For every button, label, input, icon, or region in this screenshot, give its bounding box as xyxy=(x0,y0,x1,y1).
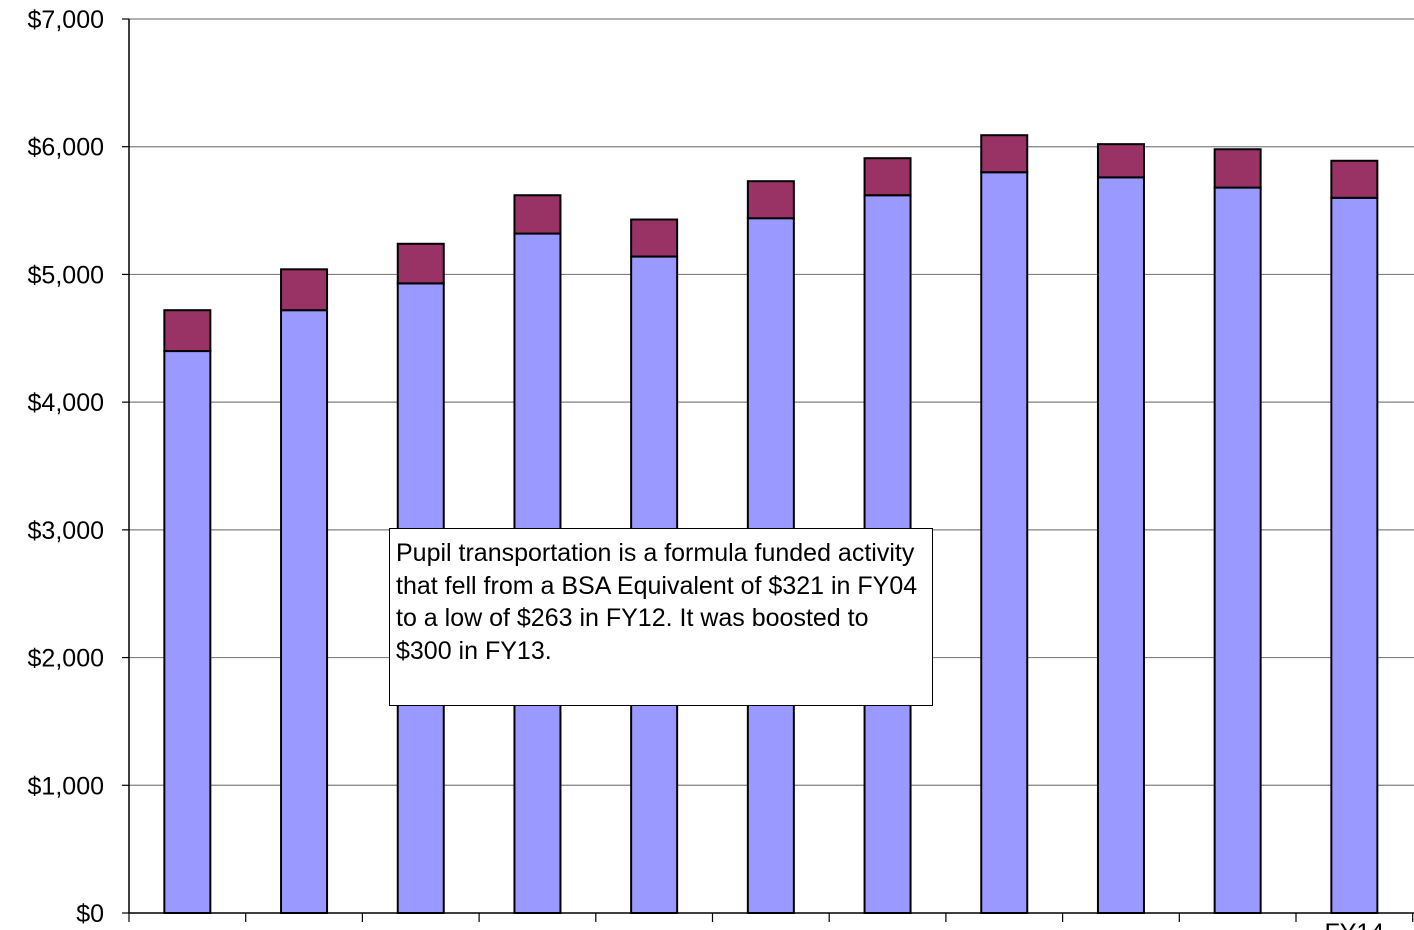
annotation-text-box: Pupil transportation is a formula funded… xyxy=(389,528,933,706)
x-tick-label: FY14 xyxy=(1324,919,1384,930)
bar-base-segment xyxy=(1096,176,1145,914)
bar-top-segment xyxy=(280,268,329,312)
bar-top-segment xyxy=(630,218,679,258)
bar-top-segment xyxy=(1330,159,1379,199)
y-tick-label: $5,000 xyxy=(28,261,104,289)
tick-labels: $0 $1,000 $2,000 $3,000 $4,000 $5,000 $6,000 $7… xyxy=(28,6,1385,930)
y-tick-label: $2,000 xyxy=(28,645,104,673)
y-tick-label: $7,000 xyxy=(28,6,104,34)
bar-top-segment xyxy=(980,134,1029,174)
y-tick-label: $0 xyxy=(76,900,104,928)
bar-base-segment xyxy=(980,171,1029,914)
bar-top-segment xyxy=(863,157,912,197)
bar-top-segment xyxy=(1213,148,1262,189)
bar-base-segment xyxy=(280,309,329,914)
bar-top-segment xyxy=(1096,143,1145,179)
bar-top-segment xyxy=(513,194,562,235)
y-tick-label: $3,000 xyxy=(28,517,104,545)
y-tick-label: $4,000 xyxy=(28,389,104,417)
bar-base-segment xyxy=(163,350,212,914)
bar-base-segment xyxy=(1213,186,1262,914)
y-tick-label: $1,000 xyxy=(28,772,104,800)
y-tick-label: $6,000 xyxy=(28,134,104,162)
bar-top-segment xyxy=(163,309,212,353)
bars xyxy=(163,134,1379,915)
bar-top-segment xyxy=(396,242,445,285)
bar-top-segment xyxy=(746,180,795,220)
bar-base-segment xyxy=(1330,196,1379,915)
